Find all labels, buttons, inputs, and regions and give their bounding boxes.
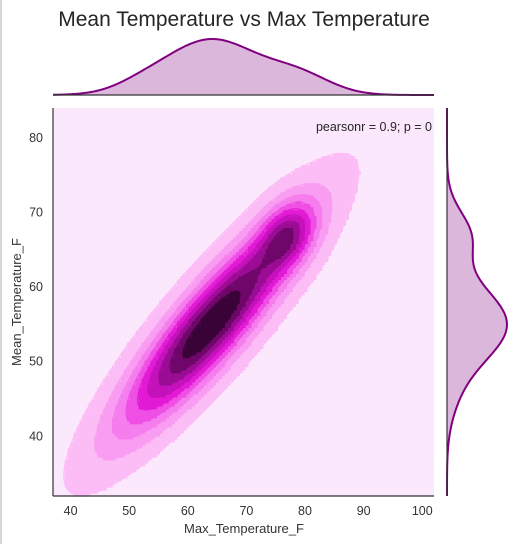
left-border (0, 0, 2, 544)
kde-contour-line-4 (125, 201, 316, 424)
kde-contour-line-6 (147, 214, 306, 399)
kde-contours (63, 152, 361, 497)
chart-title: Mean Temperature vs Max Temperature (58, 8, 430, 31)
x-tick-label: 40 (64, 504, 78, 518)
y-tick-label: 40 (29, 429, 43, 443)
kde-contour-line-1 (63, 152, 360, 496)
top-marginal-fill (53, 39, 434, 95)
y-axis-ticks: 40 50 60 70 80 (29, 131, 43, 443)
kde-contour-line-5 (136, 208, 311, 411)
y-tick-label: 50 (29, 355, 43, 369)
x-tick-label: 70 (239, 504, 253, 518)
right-marginal-line (446, 108, 509, 496)
kde-contour-line-7 (158, 220, 300, 386)
y-tick-label: 60 (29, 280, 43, 294)
top-marginal-line (52, 37, 435, 96)
x-tick-label: 90 (357, 504, 371, 518)
pearson-annotation: pearsonr = 0.9; p = 0 (316, 120, 432, 134)
kde-level-fill-9 (182, 291, 240, 359)
x-axis-ticks: 40 50 60 70 80 90 100 (64, 504, 433, 518)
x-tick-label: 50 (122, 504, 136, 518)
y-axis-label: Mean_Temperature_F (9, 238, 24, 366)
x-axis-label: Max_Temperature_F (184, 521, 304, 536)
plot-axes (52, 108, 434, 497)
kde-contour-line-2 (94, 182, 333, 460)
kde-contour-line-8 (169, 227, 294, 374)
y-tick-label: 80 (29, 131, 43, 145)
x-tick-label: 80 (298, 504, 312, 518)
top-marginal-kde (52, 37, 435, 96)
y-tick-label: 70 (29, 206, 43, 220)
right-marginal-fill (447, 108, 507, 496)
kde-contour-line-3 (112, 194, 323, 440)
kde-contour-line-9 (182, 290, 241, 358)
kde-level-9 (182, 291, 240, 359)
right-marginal-kde (446, 108, 509, 496)
x-tick-label: 100 (412, 504, 433, 518)
x-tick-label: 60 (181, 504, 195, 518)
